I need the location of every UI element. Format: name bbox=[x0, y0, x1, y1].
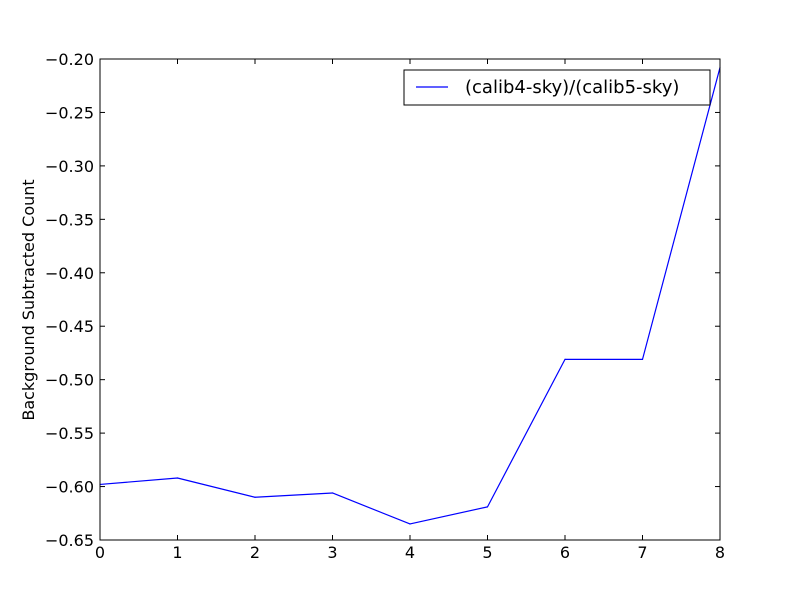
y-tick-label: −0.25 bbox=[45, 103, 94, 122]
x-tick-label: 3 bbox=[327, 543, 337, 562]
y-tick-label: −0.45 bbox=[45, 317, 94, 336]
data-point bbox=[641, 358, 644, 360]
legend-box bbox=[403, 69, 711, 106]
legend: (calib4-sky)/(calib5-sky) bbox=[403, 69, 711, 106]
y-tick-label: −0.20 bbox=[45, 50, 94, 69]
x-tick-label: 8 bbox=[715, 543, 725, 562]
data-point bbox=[486, 506, 489, 508]
x-tick-label: 7 bbox=[637, 543, 647, 562]
y-axis-label: Background Subtracted Count bbox=[19, 179, 38, 420]
y-tick-label: −0.65 bbox=[45, 531, 94, 550]
plot-frame bbox=[99, 58, 721, 541]
x-tick-label: 5 bbox=[482, 543, 492, 562]
data-point bbox=[254, 496, 256, 498]
y-tick-label: −0.30 bbox=[45, 157, 94, 176]
data-point bbox=[176, 477, 179, 479]
tick-labels: 0 1 2 3 4 5 6 7 8 −0.65 −0.60 −0.55 −0.50 −0.45 −0.40 −… bbox=[45, 50, 725, 562]
plot-background bbox=[100, 59, 720, 540]
x-tick-label: 6 bbox=[560, 543, 570, 562]
x-tick-label: 1 bbox=[172, 543, 182, 562]
data-point bbox=[564, 358, 566, 360]
x-tick-label: 2 bbox=[250, 543, 260, 562]
data-point bbox=[331, 492, 334, 494]
y-tick-label: −0.35 bbox=[45, 210, 94, 229]
data-point bbox=[409, 523, 411, 525]
x-tick-label: 4 bbox=[405, 543, 415, 562]
legend-label: (calib4-sky)/(calib5-sky) bbox=[465, 77, 679, 98]
x-tick-label: 0 bbox=[95, 543, 105, 562]
y-tick-label: −0.60 bbox=[45, 478, 94, 497]
y-tick-label: −0.40 bbox=[45, 264, 94, 283]
y-tick-label: −0.55 bbox=[45, 424, 94, 443]
y-tick-label: −0.50 bbox=[45, 371, 94, 390]
